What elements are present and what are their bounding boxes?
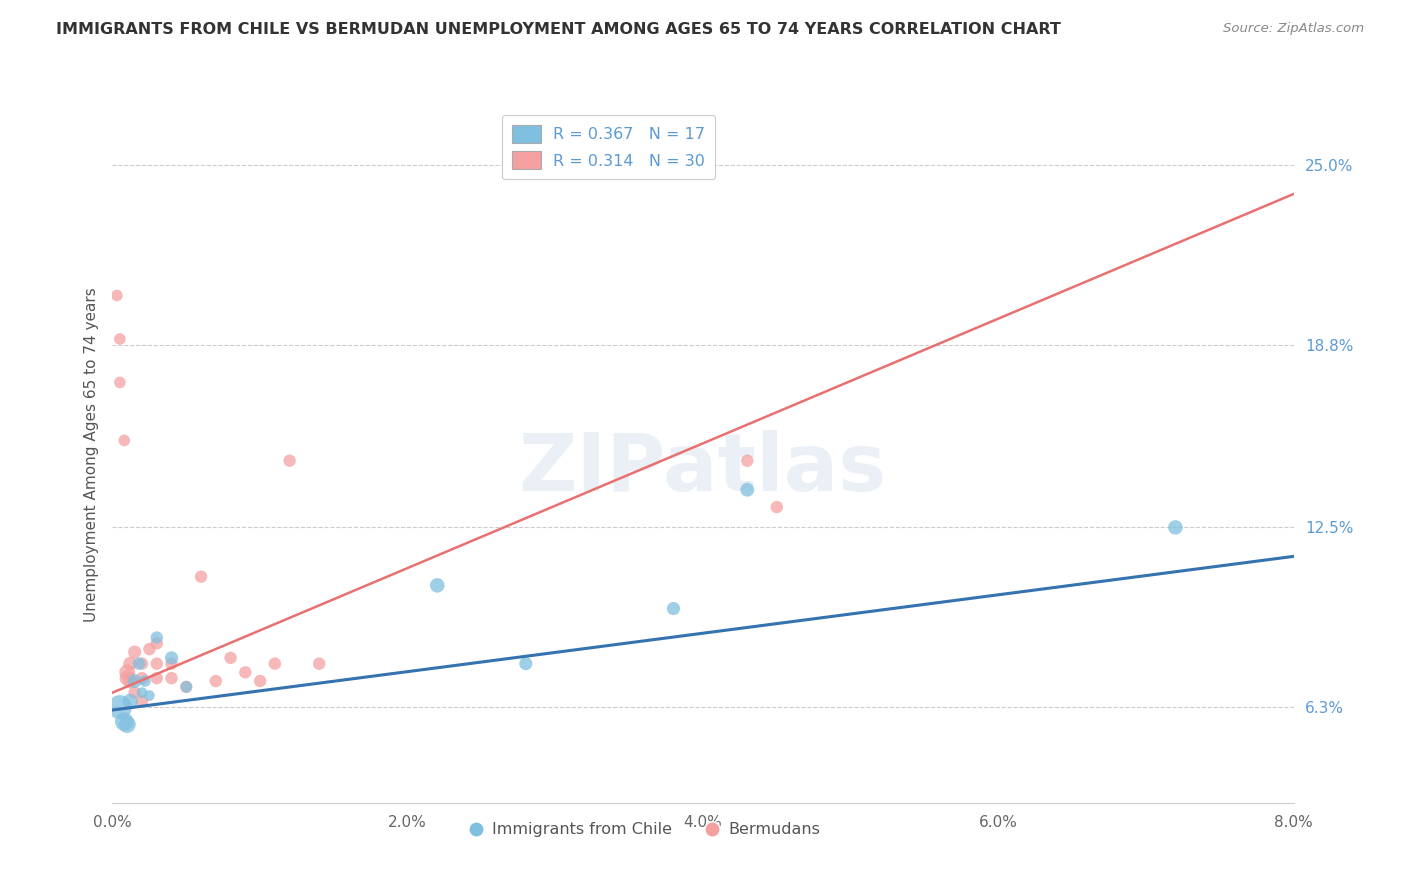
Point xyxy=(737,454,759,468)
Point xyxy=(308,657,330,671)
Point xyxy=(765,500,787,514)
Point xyxy=(117,665,138,680)
Point xyxy=(515,657,537,671)
Point xyxy=(120,694,142,708)
Point xyxy=(174,680,197,694)
Text: ZIPatlas: ZIPatlas xyxy=(519,430,887,508)
Point xyxy=(124,645,146,659)
Point xyxy=(108,376,131,390)
Point xyxy=(117,717,138,731)
Point xyxy=(124,686,146,700)
Point xyxy=(131,657,153,671)
Point xyxy=(134,674,156,689)
Point xyxy=(146,671,169,685)
Point xyxy=(205,674,228,689)
Point xyxy=(160,671,183,685)
Point xyxy=(131,694,153,708)
Point xyxy=(146,657,169,671)
Point xyxy=(138,689,160,703)
Point xyxy=(426,578,449,592)
Point xyxy=(112,434,135,448)
Point xyxy=(233,665,256,680)
Legend: Immigrants from Chile, Bermudans: Immigrants from Chile, Bermudans xyxy=(461,816,827,844)
Point xyxy=(278,454,301,468)
Text: Source: ZipAtlas.com: Source: ZipAtlas.com xyxy=(1223,22,1364,36)
Point xyxy=(662,601,685,615)
Point xyxy=(131,671,153,685)
Point xyxy=(124,674,146,689)
Point xyxy=(264,657,287,671)
Point xyxy=(737,483,759,497)
Y-axis label: Unemployment Among Ages 65 to 74 years: Unemployment Among Ages 65 to 74 years xyxy=(83,287,98,623)
Point xyxy=(131,686,153,700)
Point xyxy=(1164,520,1187,534)
Point xyxy=(128,657,150,671)
Point xyxy=(105,288,128,302)
Point xyxy=(108,332,131,346)
Point xyxy=(146,631,169,645)
Point xyxy=(146,636,169,650)
Point xyxy=(108,700,131,714)
Point xyxy=(160,651,183,665)
Point xyxy=(249,674,271,689)
Point xyxy=(138,642,160,657)
Point xyxy=(219,651,242,665)
Point xyxy=(190,570,212,584)
Point xyxy=(120,657,142,671)
Point xyxy=(117,671,138,685)
Point xyxy=(112,714,135,729)
Point xyxy=(120,674,142,689)
Point xyxy=(174,680,197,694)
Text: IMMIGRANTS FROM CHILE VS BERMUDAN UNEMPLOYMENT AMONG AGES 65 TO 74 YEARS CORRELA: IMMIGRANTS FROM CHILE VS BERMUDAN UNEMPL… xyxy=(56,22,1062,37)
Point xyxy=(160,657,183,671)
